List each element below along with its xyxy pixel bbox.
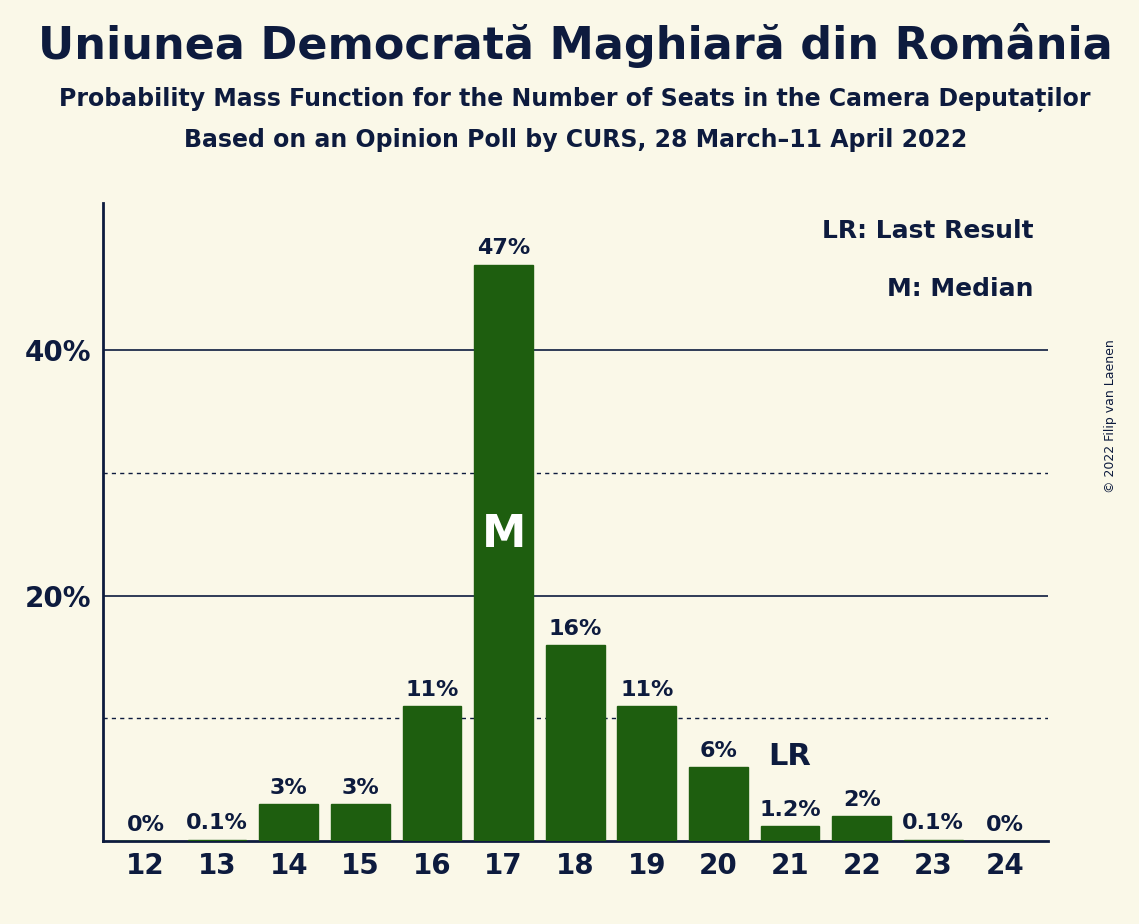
Bar	[833, 816, 891, 841]
Bar	[546, 645, 605, 841]
Text: 0%: 0%	[986, 815, 1024, 834]
Text: 0.1%: 0.1%	[186, 813, 248, 833]
Text: 1.2%: 1.2%	[760, 800, 821, 820]
Bar	[761, 826, 819, 841]
Text: M: M	[482, 513, 526, 556]
Bar	[260, 804, 318, 841]
Bar	[474, 264, 533, 841]
Text: 16%: 16%	[549, 618, 601, 638]
Bar	[689, 767, 748, 841]
Text: 2%: 2%	[843, 790, 880, 810]
Bar	[904, 840, 962, 841]
Text: LR: LR	[769, 742, 811, 771]
Text: © 2022 Filip van Laenen: © 2022 Filip van Laenen	[1104, 339, 1117, 492]
Text: 3%: 3%	[270, 778, 308, 798]
Bar	[617, 706, 677, 841]
Text: LR: Last Result: LR: Last Result	[822, 219, 1034, 243]
Text: Probability Mass Function for the Number of Seats in the Camera Deputaților: Probability Mass Function for the Number…	[59, 87, 1091, 112]
Text: 3%: 3%	[342, 778, 379, 798]
Text: 11%: 11%	[620, 680, 673, 699]
Text: Based on an Opinion Poll by CURS, 28 March–11 April 2022: Based on an Opinion Poll by CURS, 28 Mar…	[183, 128, 967, 152]
Text: 0.1%: 0.1%	[902, 813, 965, 833]
Text: 6%: 6%	[699, 741, 737, 761]
Text: 47%: 47%	[477, 238, 530, 259]
Text: 0%: 0%	[126, 815, 164, 834]
Bar	[402, 706, 461, 841]
Text: 11%: 11%	[405, 680, 459, 699]
Bar	[188, 840, 246, 841]
Text: M: Median: M: Median	[887, 276, 1034, 300]
Bar	[331, 804, 390, 841]
Text: Uniunea Democrată Maghiară din România: Uniunea Democrată Maghiară din România	[38, 23, 1113, 68]
